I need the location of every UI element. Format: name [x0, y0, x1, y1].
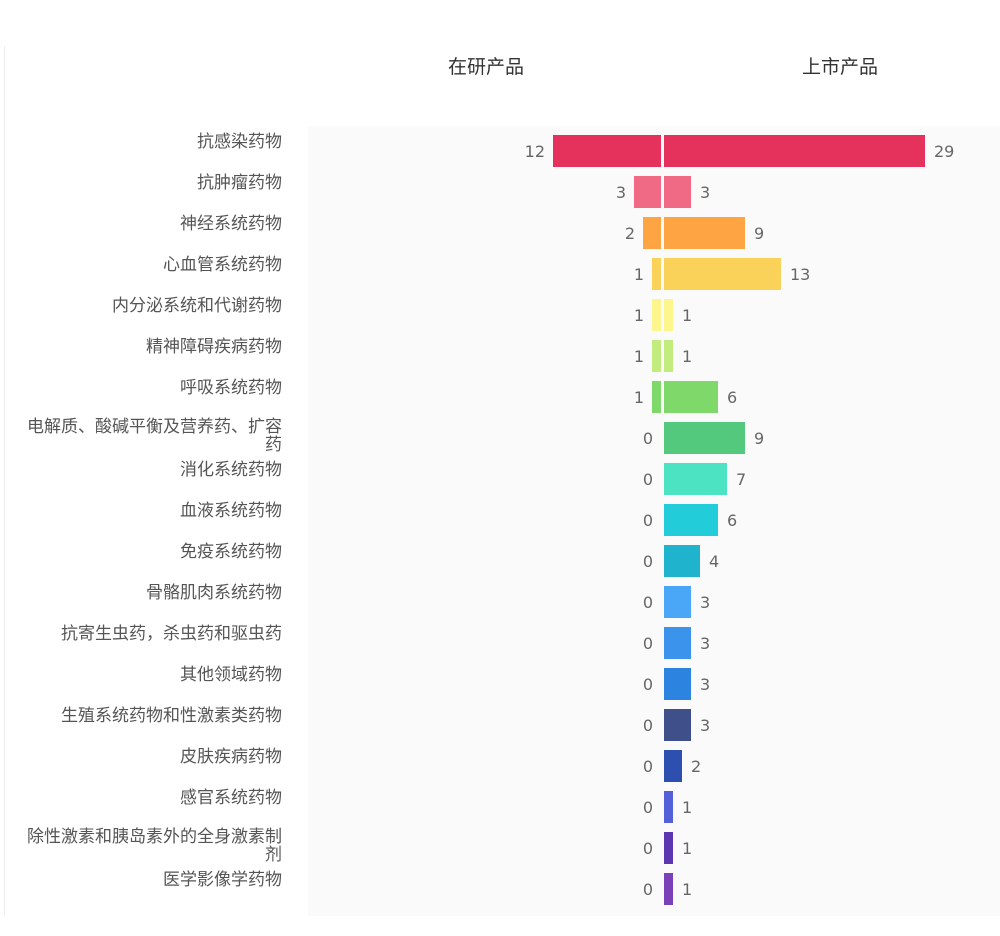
plot-background	[308, 126, 1000, 916]
category-label: 感官系统药物	[180, 788, 282, 808]
right-value-label: 6	[727, 388, 737, 407]
right-bar	[664, 791, 673, 823]
left-value-label: 0	[643, 880, 653, 899]
category-label: 心血管系统药物	[163, 255, 282, 275]
left-value-label: 12	[525, 142, 545, 161]
right-value-label: 3	[700, 634, 710, 653]
right-value-label: 3	[700, 593, 710, 612]
category-label: 除性激素和胰岛素外的全身激素制剂	[27, 827, 282, 865]
left-value-label: 0	[643, 429, 653, 448]
category-label: 免疫系统药物	[180, 542, 282, 562]
left-bar	[652, 299, 661, 331]
right-value-label: 2	[691, 757, 701, 776]
right-bar	[664, 422, 745, 454]
category-label: 抗肿瘤药物	[197, 173, 282, 193]
right-value-label: 7	[736, 470, 746, 489]
left-bar	[553, 135, 661, 167]
right-bar	[664, 750, 682, 782]
category-label: 医学影像学药物	[163, 870, 282, 890]
right-bar	[664, 299, 673, 331]
right-value-label: 1	[682, 798, 692, 817]
category-label: 骨骼肌肉系统药物	[146, 583, 282, 603]
left-bar	[652, 258, 661, 290]
right-bar	[664, 709, 691, 741]
left-value-label: 0	[643, 675, 653, 694]
right-value-label: 1	[682, 839, 692, 858]
left-value-label: 0	[643, 511, 653, 530]
right-bar	[664, 258, 781, 290]
right-value-label: 1	[682, 347, 692, 366]
left-series-header: 在研产品	[447, 56, 525, 78]
right-bar	[664, 668, 691, 700]
right-bar	[664, 381, 718, 413]
right-value-label: 9	[754, 429, 764, 448]
category-label: 生殖系统药物和性激素类药物	[61, 706, 282, 726]
left-value-label: 2	[625, 224, 635, 243]
left-value-label: 1	[634, 306, 644, 325]
right-bar	[664, 135, 925, 167]
category-label: 神经系统药物	[180, 214, 282, 234]
right-bar	[664, 463, 727, 495]
left-value-label: 0	[643, 798, 653, 817]
left-bar	[652, 340, 661, 372]
left-value-label: 0	[643, 634, 653, 653]
left-value-label: 0	[643, 593, 653, 612]
left-value-label: 3	[616, 183, 626, 202]
category-label: 内分泌系统和代谢药物	[112, 296, 282, 316]
left-value-label: 1	[634, 347, 644, 366]
right-value-label: 13	[790, 265, 810, 284]
category-label: 抗感染药物	[197, 132, 282, 152]
right-value-label: 3	[700, 675, 710, 694]
left-value-label: 0	[643, 470, 653, 489]
category-label: 抗寄生虫药，杀虫药和驱虫药	[61, 624, 282, 644]
left-value-label: 1	[634, 388, 644, 407]
right-value-label: 29	[934, 142, 954, 161]
right-value-label: 1	[682, 880, 692, 899]
left-value-label: 0	[643, 716, 653, 735]
category-label: 精神障碍疾病药物	[146, 337, 282, 357]
left-bar	[634, 176, 661, 208]
right-bar	[664, 873, 673, 905]
right-value-label: 3	[700, 716, 710, 735]
right-bar	[664, 504, 718, 536]
category-label: 其他领域药物	[180, 665, 282, 685]
category-label: 皮肤疾病药物	[180, 747, 282, 767]
right-bar	[664, 545, 700, 577]
right-bar	[664, 217, 745, 249]
left-value-label: 1	[634, 265, 644, 284]
category-label: 呼吸系统药物	[180, 378, 282, 398]
right-bar	[664, 586, 691, 618]
right-bar	[664, 176, 691, 208]
category-label: 血液系统药物	[180, 501, 282, 521]
left-value-label: 0	[643, 552, 653, 571]
right-value-label: 1	[682, 306, 692, 325]
right-value-label: 9	[754, 224, 764, 243]
right-value-label: 6	[727, 511, 737, 530]
right-bar	[664, 627, 691, 659]
left-value-label: 0	[643, 839, 653, 858]
category-label: 电解质、酸碱平衡及营养药、扩容药	[27, 417, 282, 455]
right-series-header: 上市产品	[801, 56, 879, 78]
right-value-label: 4	[709, 552, 719, 571]
left-bar	[652, 381, 661, 413]
right-bar	[664, 340, 673, 372]
left-bar	[643, 217, 661, 249]
right-bar	[664, 832, 673, 864]
left-divider	[4, 46, 5, 916]
right-value-label: 3	[700, 183, 710, 202]
category-label: 消化系统药物	[180, 460, 282, 480]
left-value-label: 0	[643, 757, 653, 776]
